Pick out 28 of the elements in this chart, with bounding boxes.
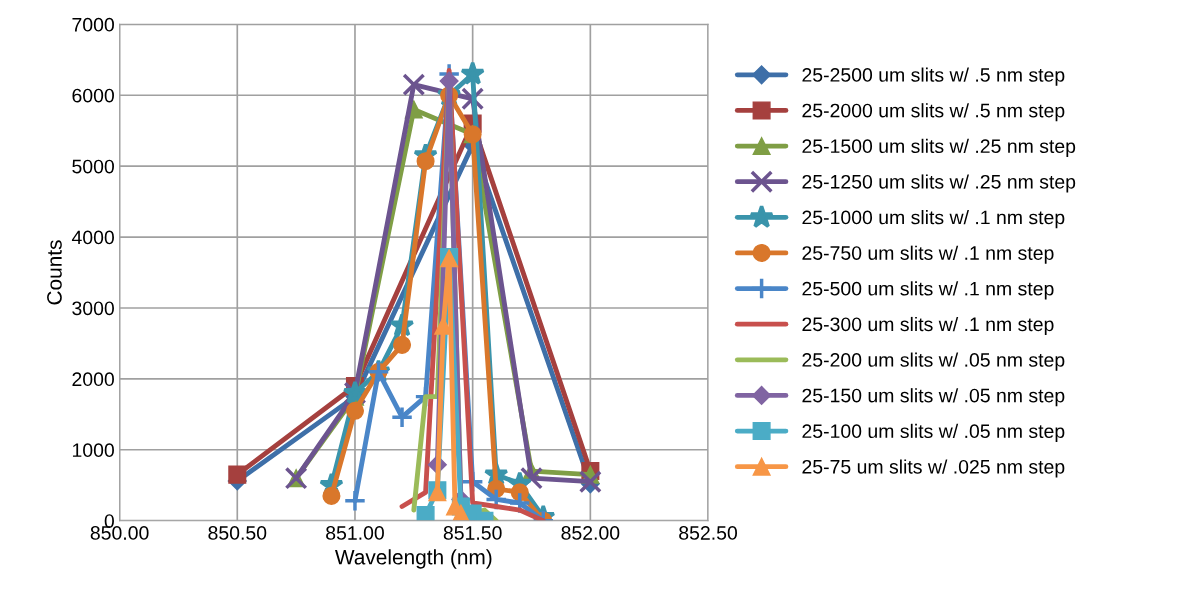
legend-label: 25-150 um slits w/ .05 nm step [802,388,1065,407]
legend-label: 25-2000 um slits w/ .5 nm step [802,103,1065,122]
x-tick-label: 852.50 [679,526,738,540]
x-tick-label: 852.00 [561,526,620,540]
y-axis-title: Counts [47,240,62,305]
x-tick-label: 851.50 [443,526,502,540]
legend-label: 25-1000 um slits w/ .1 nm step [802,210,1065,229]
y-tick-label: 3000 [72,301,114,316]
legend-label: 25-75 um slits w/ .025 nm step [802,459,1065,478]
y-tick-label: 4000 [71,230,114,245]
y-tick-label: 5000 [72,159,114,174]
legend-label: 25-500 um slits w/ .1 nm step [802,281,1054,300]
legend-label: 25-1500 um slits w/ .25 nm step [802,138,1076,157]
legend-label: 25-2500 um slits w/ .5 nm step [802,67,1065,86]
y-tick-label: 0 [104,514,114,528]
legend-label: 25-300 um slits w/ .1 nm step [802,316,1054,336]
x-tick-label: 850.50 [208,526,267,540]
y-tick-label: 7000 [72,17,114,32]
y-tick-label: 2000 [72,372,114,387]
legend-label: 25-100 um slits w/ .05 nm step [802,423,1065,442]
legend-label: 25-1250 um slits w/ .25 nm step [802,174,1076,193]
y-tick-label: 1000 [72,443,114,458]
legend-label: 25-200 um slits w/ .05 nm step [802,352,1065,371]
x-tick-label: 851.00 [326,526,384,540]
legend-label: 25-750 um slits w/ .1 nm step [802,245,1054,264]
y-tick-label: 6000 [72,88,114,103]
x-axis-title: Wavelength (nm) [334,549,492,569]
x-tick-label: 850.00 [90,526,149,540]
